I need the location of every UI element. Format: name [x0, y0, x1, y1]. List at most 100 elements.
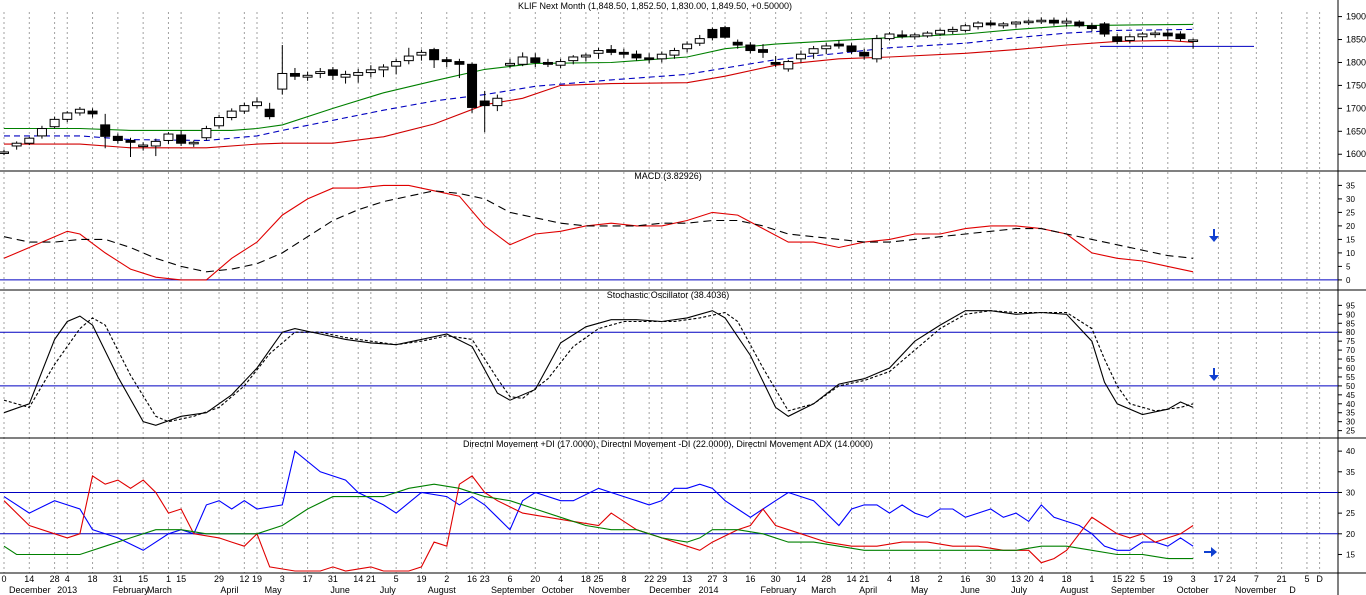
candle-down	[1162, 32, 1173, 37]
candle-up	[909, 34, 920, 38]
x-month-label: June	[330, 585, 350, 595]
candle-down	[441, 59, 452, 63]
candle-up	[49, 118, 60, 128]
candle-up	[669, 50, 680, 56]
candle-up	[1023, 20, 1034, 24]
y-tick-label: 1850	[1346, 35, 1366, 45]
candle-down	[846, 45, 857, 52]
x-day-label: 13	[682, 574, 692, 584]
candle-up	[871, 38, 882, 60]
candle-down	[644, 57, 655, 60]
y-tick-label: 75	[1346, 337, 1355, 346]
candle-up	[340, 73, 351, 78]
candle-down	[1086, 25, 1097, 30]
candle-up	[555, 61, 566, 66]
candle-down	[327, 69, 338, 76]
x-month-label: May	[265, 585, 283, 595]
candle-up	[783, 61, 794, 70]
candle-down	[745, 44, 756, 52]
candle-up	[353, 72, 364, 76]
y-tick-label: 30	[1346, 488, 1355, 497]
x-day-label: 14	[24, 574, 34, 584]
x-month-label: October	[542, 585, 574, 595]
x-day-label: 31	[328, 574, 338, 584]
x-month-label: March	[147, 585, 172, 595]
candle-up	[973, 22, 984, 28]
candle-up	[302, 74, 313, 78]
x-day-label: 16	[745, 574, 755, 584]
y-tick-label: 5	[1346, 262, 1351, 271]
x-day-label: 27	[707, 574, 717, 584]
x-day-label: 18	[88, 574, 98, 584]
candle-up	[277, 72, 288, 90]
candle-down	[542, 61, 553, 65]
x-month-label: 2014	[698, 585, 718, 595]
y-tick-label: 1800	[1346, 57, 1366, 67]
candle-down	[479, 100, 490, 107]
y-tick-label: 10	[1346, 249, 1355, 258]
candle-up	[138, 144, 149, 148]
x-day-label: 16	[467, 574, 477, 584]
x-day-label: 20	[530, 574, 540, 584]
candle-up	[74, 108, 85, 114]
y-tick-label: 25	[1346, 509, 1355, 518]
candle-down	[833, 43, 844, 47]
candle-down	[1112, 36, 1123, 42]
y-tick-label: 15	[1346, 550, 1355, 559]
x-day-label: 4	[558, 574, 563, 584]
macd-panel-title: MACD (3.82926)	[634, 171, 702, 181]
x-day-label: 5	[394, 574, 399, 584]
candle-down	[467, 63, 478, 108]
arrow-right-icon	[1204, 547, 1217, 557]
y-tick-label: 1750	[1346, 80, 1366, 90]
candle-up	[214, 117, 225, 127]
x-month-label: March	[811, 585, 836, 595]
x-month-label: April	[220, 585, 238, 595]
x-month-label: November	[588, 585, 630, 595]
candle-up	[593, 50, 604, 54]
x-day-label: 5	[1140, 574, 1145, 584]
x-month-label: August	[1060, 585, 1089, 595]
x-day-label: 4	[1039, 574, 1044, 584]
candle-down	[87, 110, 98, 115]
candle-up	[1061, 20, 1072, 24]
x-day-label: 7	[1254, 574, 1259, 584]
x-month-label: 2013	[57, 585, 77, 595]
series-layer	[3, 23, 1194, 572]
x-day-label: 0	[1, 574, 6, 584]
x-month-label: February	[760, 585, 797, 595]
x-month-label: July	[1011, 585, 1028, 595]
candle-up	[656, 53, 667, 60]
candle-down	[176, 134, 187, 144]
x-day-label: 21	[1277, 574, 1287, 584]
candle-up	[682, 43, 693, 50]
x-month-label: May	[911, 585, 929, 595]
candle-up	[403, 55, 414, 62]
y-tick-label: 25	[1346, 208, 1355, 217]
y-tick-label: 85	[1346, 319, 1355, 328]
x-day-label: 25	[594, 574, 604, 584]
candle-up	[1011, 21, 1021, 25]
candle-up	[11, 142, 22, 147]
x-day-label: 16	[960, 574, 970, 584]
candle-up	[884, 33, 895, 40]
x-month-label: October	[1177, 585, 1209, 595]
x-day-label: 19	[252, 574, 262, 584]
x-day-label: 22	[644, 574, 654, 584]
arrow-down-icon	[1209, 229, 1219, 242]
x-day-label: 12	[239, 574, 249, 584]
x-day-label: 23	[480, 574, 490, 584]
x-month-label: November	[1235, 585, 1277, 595]
x-day-label: 30	[986, 574, 996, 584]
candle-up	[935, 29, 946, 35]
y-tick-label: 40	[1346, 447, 1355, 456]
y-tick-label: 50	[1346, 382, 1355, 391]
candle-up	[808, 48, 819, 54]
y-tick-label: 30	[1346, 195, 1355, 204]
candle-up	[1150, 32, 1161, 36]
y-tick-label: 90	[1346, 310, 1355, 319]
candle-up	[947, 28, 958, 32]
x-day-label: 2	[938, 574, 943, 584]
y-tick-label: 80	[1346, 328, 1355, 337]
